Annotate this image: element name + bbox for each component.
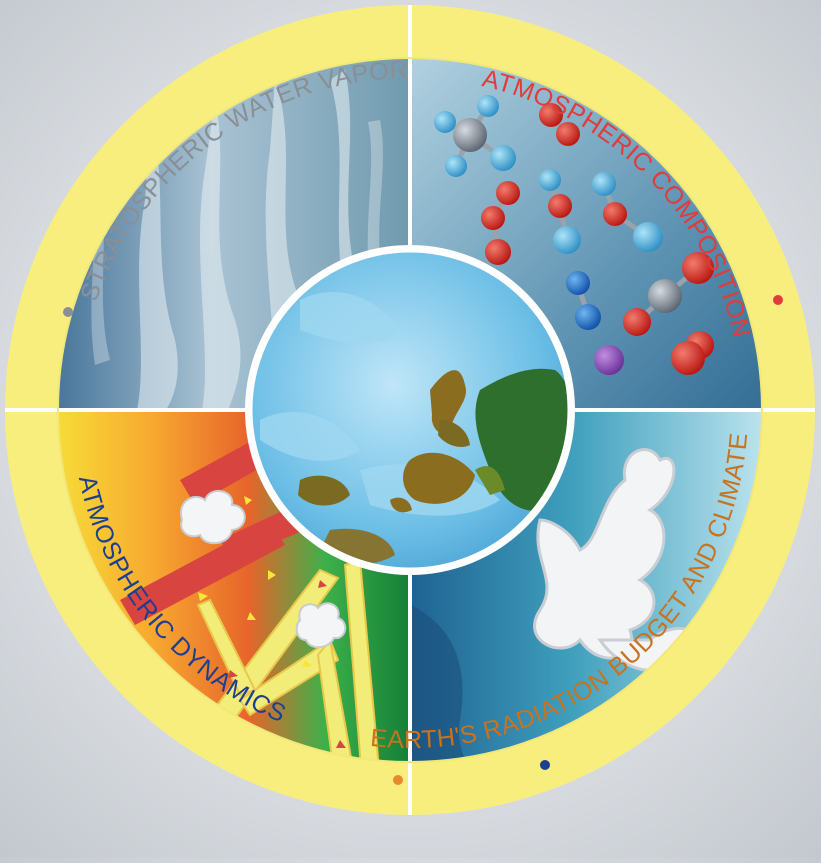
bullet-dynamics (540, 760, 550, 770)
bullet-composition (773, 295, 783, 305)
bullet-radiation (393, 775, 403, 785)
earth-globe (245, 245, 575, 575)
radiation-clouds (179, 490, 347, 649)
bullet-water-vapor (63, 307, 73, 317)
